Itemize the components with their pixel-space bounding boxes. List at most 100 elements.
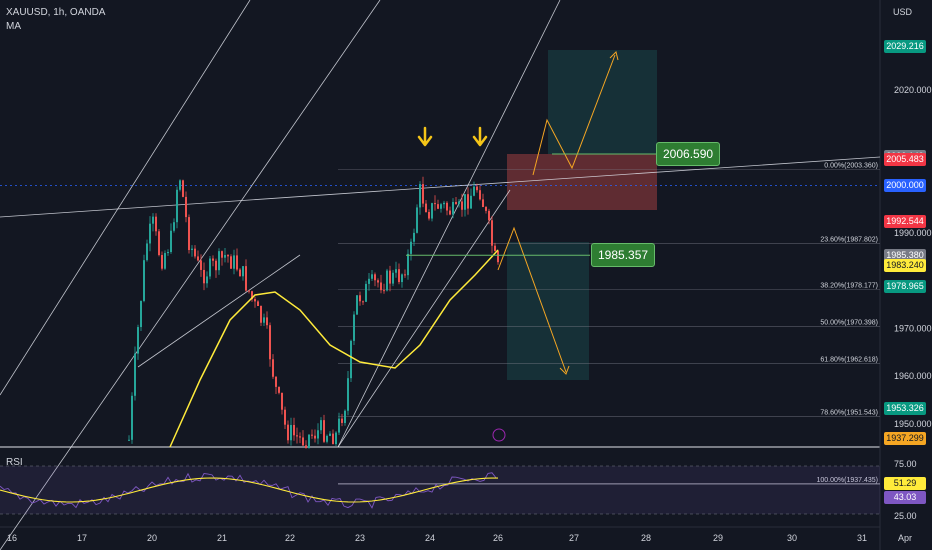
candle [317, 430, 319, 439]
candle [446, 202, 448, 211]
candle [428, 212, 430, 219]
price-tag[interactable]: 1985.380 [884, 249, 926, 263]
moving-average-line [169, 249, 499, 448]
projection-up-path [532, 54, 616, 176]
price-tag[interactable]: 1992.544 [884, 214, 926, 228]
x-tick-label: 23 [355, 533, 365, 543]
candle [287, 424, 289, 441]
indicator-label[interactable]: MA [6, 21, 21, 32]
candle [326, 435, 328, 442]
candle [179, 180, 181, 190]
candle [356, 295, 358, 315]
x-tick-label: 26 [493, 533, 503, 543]
candle [275, 376, 277, 387]
candle [485, 206, 487, 211]
rsi-line [0, 472, 497, 509]
fib-label: 61.80%(1962.618) [820, 357, 878, 364]
rsi-label[interactable]: RSI [6, 457, 23, 468]
candle [248, 290, 250, 292]
candle [401, 274, 403, 283]
candle [149, 223, 151, 244]
candle [224, 255, 226, 258]
candle [365, 283, 367, 302]
candle [215, 260, 217, 271]
candle [434, 203, 436, 205]
candle [395, 269, 397, 273]
candle [359, 295, 361, 302]
arrowhead-up [609, 51, 619, 61]
candle [146, 243, 148, 261]
candle [398, 269, 400, 283]
candle [200, 260, 202, 270]
candle [413, 232, 415, 242]
candle [137, 327, 139, 354]
candle [308, 434, 310, 449]
fib-label: 50.00%(1970.398) [820, 320, 878, 327]
y-tick-label: 1970.000 [894, 324, 932, 334]
candle [134, 353, 136, 396]
candle [461, 201, 463, 210]
candle [188, 217, 190, 251]
candle [164, 253, 166, 269]
price-callout[interactable]: 1985.357 [591, 243, 656, 268]
rsi-band [0, 466, 880, 514]
candle [383, 290, 385, 292]
down-arrow-marker [417, 126, 433, 147]
candle [278, 386, 280, 393]
candle [266, 317, 268, 326]
candle [167, 252, 169, 254]
candle [386, 270, 388, 291]
candle [245, 266, 247, 291]
candle [263, 317, 265, 323]
x-tick-label: 22 [285, 533, 295, 543]
candle [161, 255, 163, 269]
y-tick-label: 1990.000 [894, 228, 932, 238]
y-tick-label: 1950.000 [894, 419, 932, 429]
x-tick-label: 27 [569, 533, 579, 543]
rsi-value-tag: 51.29 [884, 477, 926, 490]
price-tag[interactable]: 1983.240 [884, 259, 926, 273]
candle [437, 204, 439, 209]
rsi-level-label: 75.00 [894, 459, 917, 469]
candle [128, 439, 130, 441]
candle [488, 210, 490, 221]
trend-line [0, 156, 881, 218]
x-tick-label: 17 [77, 533, 87, 543]
trend-line [137, 254, 301, 368]
candle [467, 194, 469, 209]
price-tag[interactable]: 2005.483 [884, 153, 926, 167]
candle [305, 445, 307, 449]
y-tick-label: 2020.000 [894, 85, 932, 95]
price-tag[interactable]: 2000.000 [884, 179, 926, 193]
candle [152, 216, 154, 224]
candle [251, 291, 253, 300]
candle [191, 248, 193, 251]
candle [377, 280, 379, 283]
candle [284, 409, 286, 425]
price-tag[interactable]: 1978.965 [884, 279, 926, 293]
candle [470, 195, 472, 209]
candle [173, 222, 175, 231]
candle [332, 433, 334, 445]
candle [131, 395, 133, 440]
rsi-level-label: 25.00 [894, 511, 917, 521]
symbol-title[interactable]: XAUUSD, 1h, OANDA [6, 7, 106, 18]
y-tick-label: 1960.000 [894, 371, 932, 381]
candle [290, 424, 292, 441]
candle [497, 250, 499, 263]
profit-zone-bottom [507, 242, 589, 380]
candle [419, 184, 421, 208]
price-callout[interactable]: 2006.590 [656, 141, 721, 166]
candle [143, 260, 145, 301]
price-tag[interactable]: 1937.299 [884, 432, 926, 445]
candle [494, 245, 496, 251]
candle [140, 300, 142, 328]
arrowhead-down [559, 365, 570, 375]
fib-label: 0.00%(2003.360) [824, 162, 878, 169]
candle [491, 220, 493, 246]
price-tag[interactable]: 2029.216 [884, 40, 926, 54]
candle [236, 255, 238, 270]
price-tag[interactable]: 1953.326 [884, 402, 926, 416]
x-tick-label: 24 [425, 533, 435, 543]
